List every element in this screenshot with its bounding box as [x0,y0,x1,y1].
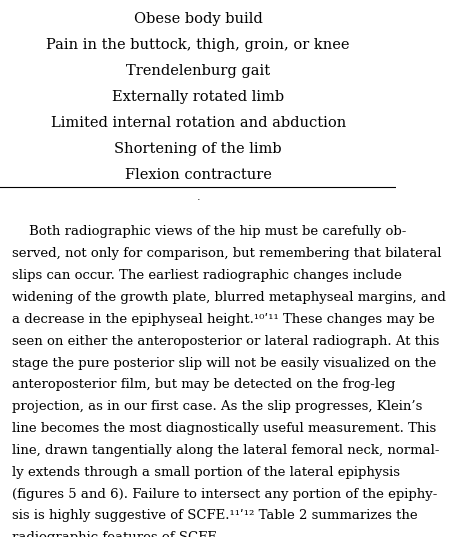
Text: projection, as in our first case. As the slip progresses, Klein’s: projection, as in our first case. As the… [12,400,422,413]
Text: anteroposterior film, but may be detected on the frog-leg: anteroposterior film, but may be detecte… [12,379,395,391]
Text: Pain in the buttock, thigh, groin, or knee: Pain in the buttock, thigh, groin, or kn… [46,38,350,52]
Text: slips can occur. The earliest radiographic changes include: slips can occur. The earliest radiograph… [12,269,402,282]
Text: ·: · [196,195,200,205]
Text: Externally rotated limb: Externally rotated limb [112,90,284,104]
Text: Shortening of the limb: Shortening of the limb [114,142,282,156]
Text: served, not only for comparison, but remembering that bilateral: served, not only for comparison, but rem… [12,248,441,260]
Text: stage the pure posterior slip will not be easily visualized on the: stage the pure posterior slip will not b… [12,357,436,369]
Text: (figures 5 and 6). Failure to intersect any portion of the epiphy-: (figures 5 and 6). Failure to intersect … [12,488,438,500]
Text: ly extends through a small portion of the lateral epiphysis: ly extends through a small portion of th… [12,466,400,479]
Text: line becomes the most diagnostically useful measurement. This: line becomes the most diagnostically use… [12,422,436,435]
Text: seen on either the anteroposterior or lateral radiograph. At this: seen on either the anteroposterior or la… [12,335,439,347]
Text: widening of the growth plate, blurred metaphyseal margins, and: widening of the growth plate, blurred me… [12,291,446,304]
Text: line, drawn tangentially along the lateral femoral neck, normal-: line, drawn tangentially along the later… [12,444,439,457]
Text: Both radiographic views of the hip must be carefully ob-: Both radiographic views of the hip must … [12,226,406,238]
Text: Limited internal rotation and abduction: Limited internal rotation and abduction [51,116,346,130]
Text: sis is highly suggestive of SCFE.¹¹ʹ¹² Table 2 summarizes the: sis is highly suggestive of SCFE.¹¹ʹ¹² T… [12,510,418,523]
Text: Flexion contracture: Flexion contracture [125,168,272,182]
Text: Trendelenburg gait: Trendelenburg gait [126,64,270,78]
Text: a decrease in the epiphyseal height.¹⁰ʹ¹¹ These changes may be: a decrease in the epiphyseal height.¹⁰ʹ¹… [12,313,435,326]
Text: radiographic features of SCFE.: radiographic features of SCFE. [12,531,221,537]
Text: Obese body build: Obese body build [134,12,263,26]
